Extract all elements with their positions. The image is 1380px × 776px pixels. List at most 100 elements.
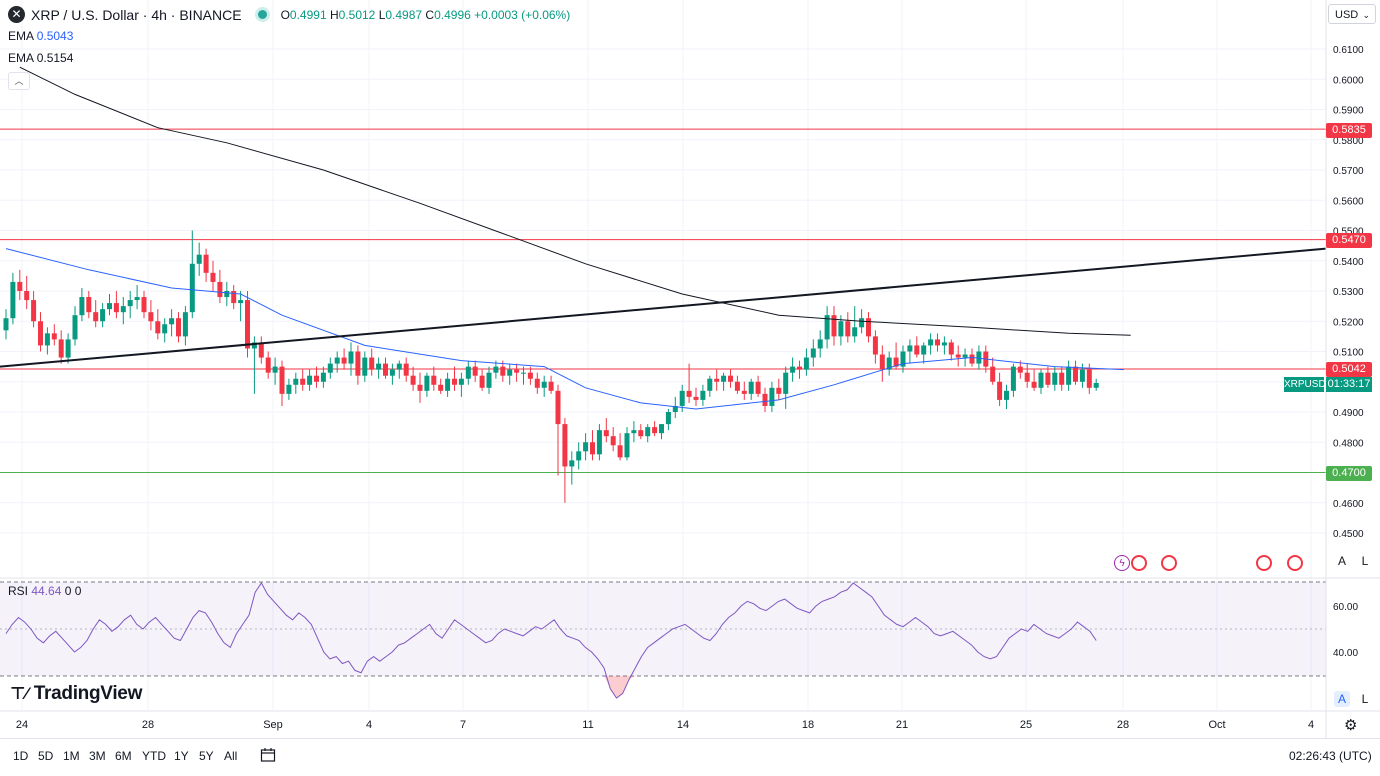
candle-body[interactable] [396,363,402,370]
candle-body[interactable] [120,306,126,313]
candle-body[interactable] [486,372,492,388]
candle-body[interactable] [176,318,181,337]
ema-slow-legend[interactable]: EMA 0.5154 [8,51,74,65]
candle-body[interactable] [527,372,533,379]
candle-body[interactable] [44,333,50,346]
candle-body[interactable] [617,445,623,458]
candle-body[interactable] [293,378,299,385]
trendline[interactable] [0,247,1327,368]
candle-body[interactable] [776,387,782,394]
candle-body[interactable] [783,372,789,394]
candle-body[interactable] [672,405,678,412]
candle-body[interactable] [631,430,637,434]
horizontal-levels[interactable] [0,128,1326,473]
candle-body[interactable] [286,384,292,394]
candle-body[interactable] [645,427,651,437]
candle-body[interactable] [162,324,168,334]
candle-body[interactable] [224,291,230,298]
symbol-title[interactable]: XRP / U.S. Dollar · 4h · BINANCE [31,6,242,23]
candle-body[interactable] [51,333,57,340]
candle-body[interactable] [389,369,395,376]
candle-body[interactable] [134,297,140,301]
candle-body[interactable] [24,291,30,301]
candle-body[interactable] [279,366,285,394]
candle-body[interactable] [1073,366,1078,382]
candle-body[interactable] [921,345,927,355]
candle-body[interactable] [272,366,278,373]
candle-body[interactable] [403,363,409,376]
candle-body[interactable] [548,381,554,391]
candle-body[interactable] [383,363,388,376]
candle-body[interactable] [962,354,968,358]
us-flag-event-icon[interactable] [1287,555,1303,571]
candle-body[interactable] [803,357,809,370]
candle-body[interactable] [997,381,1003,400]
candle-body[interactable] [659,424,664,434]
range-1d[interactable]: 1D [13,749,29,763]
candle-body[interactable] [410,375,416,385]
candle-body[interactable] [914,345,920,355]
collapse-legend-button[interactable]: ︿ [8,72,30,90]
candle-body[interactable] [438,384,444,391]
us-flag-event-icon[interactable] [1131,555,1147,571]
gear-icon[interactable]: ⚙ [1344,717,1358,734]
candle-body[interactable] [334,357,340,364]
candle-body[interactable] [624,433,630,458]
candle-body[interactable] [976,351,982,364]
candle-body[interactable] [79,297,85,316]
utc-clock[interactable]: 02:26:43 (UTC) [1289,749,1372,763]
candle-body[interactable] [948,342,954,355]
candle-body[interactable] [141,297,147,313]
candle-body[interactable] [465,366,471,379]
candle-body[interactable] [445,378,451,391]
trendline-line[interactable] [0,247,1327,368]
range-1y[interactable]: 1Y [174,749,189,763]
candle-body[interactable] [17,281,23,291]
us-flag-event-icon[interactable] [1161,555,1177,571]
range-5y[interactable]: 5Y [199,749,214,763]
candle-body[interactable] [755,381,761,394]
candle-body[interactable] [769,387,775,406]
candle-body[interactable] [1038,372,1044,388]
candle-body[interactable] [100,309,106,322]
candle-body[interactable] [369,357,375,370]
candle-body[interactable] [521,372,526,374]
candle-body[interactable] [707,378,713,391]
range-1m[interactable]: 1M [63,749,80,763]
candle-body[interactable] [348,351,354,364]
candle-body[interactable] [327,363,333,373]
candle-body[interactable] [886,357,892,370]
currency-select[interactable]: USD ⌄ [1328,4,1376,24]
candle-body[interactable] [217,281,223,298]
candle-body[interactable] [376,363,382,370]
candle-body[interactable] [362,357,368,376]
candle-body[interactable] [555,390,561,425]
log-scale-button[interactable]: L [1361,554,1369,568]
range-6m[interactable]: 6M [115,749,132,763]
rsi-log-scale-button[interactable]: L [1361,692,1369,706]
candle-body[interactable] [148,312,154,322]
candle-body[interactable] [231,291,237,304]
candle-body[interactable] [320,372,326,382]
candle-body[interactable] [907,345,913,352]
candle-body[interactable] [307,375,313,385]
candle-body[interactable] [838,321,844,337]
candle-body[interactable] [479,375,485,388]
candle-body[interactable] [251,342,257,349]
candle-body[interactable] [72,315,78,340]
candle-body[interactable] [245,300,250,349]
candle-body[interactable] [424,375,430,391]
candle-body[interactable] [1004,390,1009,400]
candle-body[interactable] [86,297,92,313]
ema-fast-legend[interactable]: EMA 0.5043 [8,29,74,43]
candle-body[interactable] [58,339,64,358]
candle-body[interactable] [734,381,740,391]
candle-body[interactable] [831,315,837,337]
candle-body[interactable] [258,342,264,358]
candle-body[interactable] [238,300,244,304]
candle-body[interactable] [652,427,658,434]
candle-body[interactable] [203,254,209,273]
candle-body[interactable] [1010,366,1016,391]
candle-body[interactable] [700,390,706,400]
candle-body[interactable] [872,336,878,355]
